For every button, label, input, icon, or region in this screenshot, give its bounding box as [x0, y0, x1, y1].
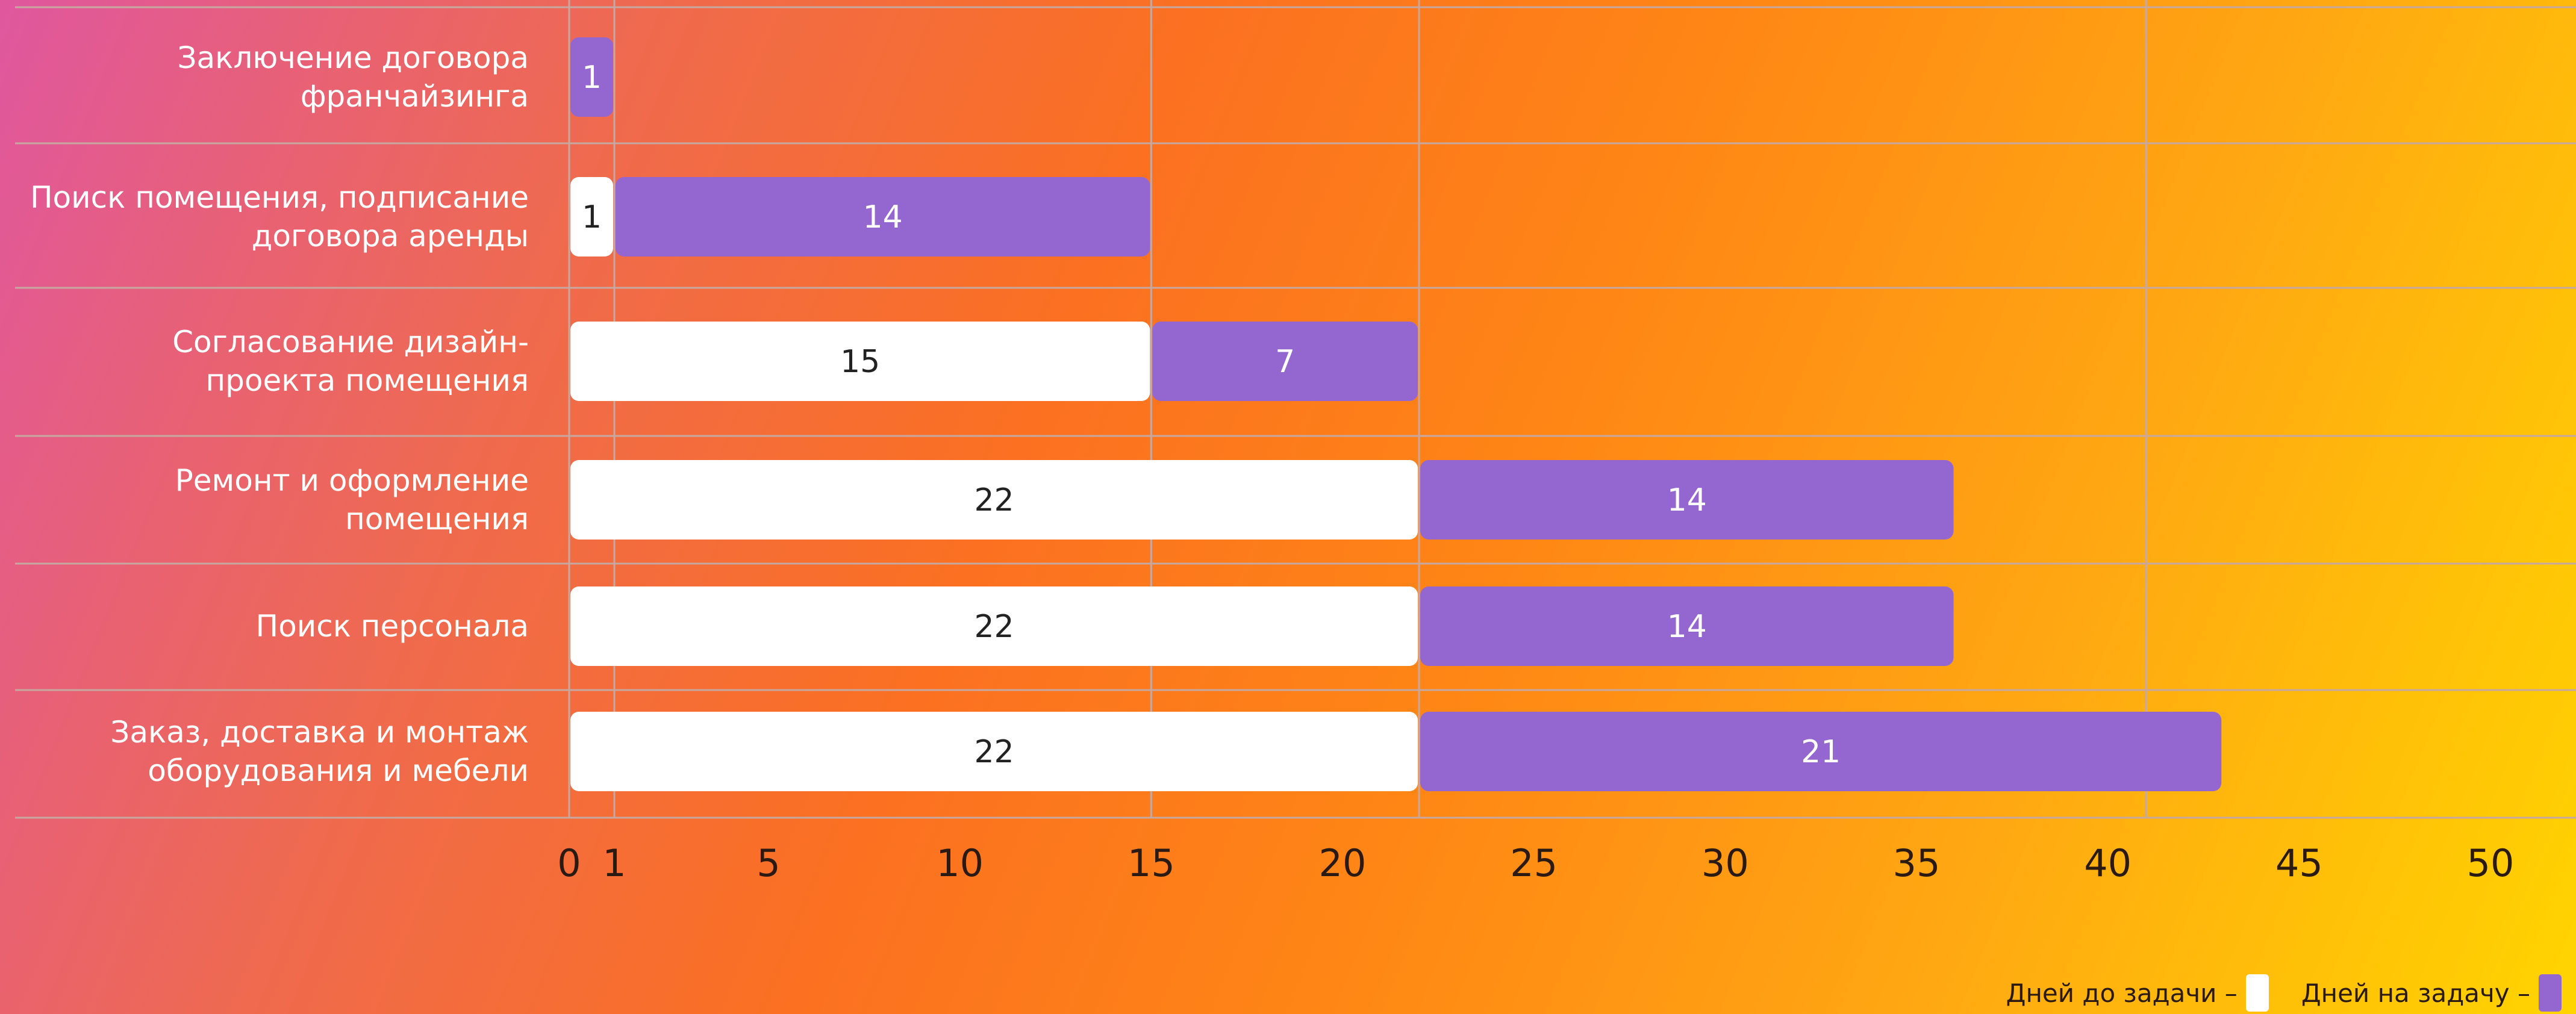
- x-tick-label: 20: [1319, 841, 1367, 885]
- bar-value-label: 7: [1275, 344, 1295, 380]
- bar-value-label: 22: [974, 482, 1014, 518]
- legend-item-before: Дней до задачи –: [2006, 974, 2269, 1012]
- bar-value-label: 1: [582, 60, 602, 96]
- bar-before: [570, 322, 1150, 401]
- bar-value-label: 14: [863, 199, 903, 235]
- x-tick-label: 50: [2467, 841, 2515, 885]
- x-tick-label: 15: [1127, 841, 1175, 885]
- legend: Дней до задачи – Дней на задачу –: [2006, 974, 2576, 1012]
- x-tick-label: 40: [2084, 841, 2132, 885]
- legend-label-duration: Дней на задачу –: [2301, 978, 2530, 1008]
- category-label: Ремонт и оформление помещения: [175, 463, 529, 537]
- bar-value-label: 14: [1667, 482, 1707, 518]
- bar-value-label: 21: [1801, 734, 1841, 770]
- bar-before: [570, 177, 613, 257]
- category-label: Заказ, доставка и монтаж оборудования и …: [110, 715, 529, 788]
- category-label: Поиск помещения, подписание договора аре…: [30, 180, 529, 254]
- x-tick-label: 45: [2275, 841, 2323, 885]
- x-tick-label: 25: [1510, 841, 1558, 885]
- bar-duration: [1152, 322, 1418, 401]
- legend-item-duration: Дней на задачу –: [2301, 974, 2562, 1012]
- bar-before: [570, 712, 1418, 791]
- legend-label-before: Дней до задачи –: [2006, 978, 2238, 1008]
- bar-duration: [1420, 712, 2222, 791]
- bar-duration: [616, 177, 1150, 257]
- bar-value-label: 15: [840, 344, 880, 380]
- x-tick-label: 30: [1701, 841, 1749, 885]
- x-tick-label: 5: [756, 841, 780, 885]
- x-tick-label: 1: [602, 841, 626, 885]
- bar-value-label: 1: [582, 199, 602, 235]
- x-tick-label: 35: [1893, 841, 1941, 885]
- bar-duration: [570, 37, 613, 117]
- bar-value-label: 22: [974, 609, 1014, 645]
- x-tick-label: 0: [557, 841, 581, 885]
- category-label: Поиск персонала: [255, 609, 529, 644]
- bar-duration: [1420, 586, 1954, 666]
- category-label: Заключение договора франчайзинга: [177, 40, 529, 114]
- category-label: Согласование дизайн- проекта помещения: [172, 325, 529, 398]
- bar-value-label: 14: [1667, 609, 1707, 645]
- legend-swatch-duration: [2539, 974, 2562, 1012]
- bar-before: [570, 586, 1418, 666]
- legend-swatch-before: [2245, 974, 2269, 1012]
- bar-before: [570, 460, 1418, 540]
- bar-value-label: 22: [974, 734, 1014, 770]
- bar-duration: [1420, 460, 1954, 540]
- x-tick-label: 10: [936, 841, 984, 885]
